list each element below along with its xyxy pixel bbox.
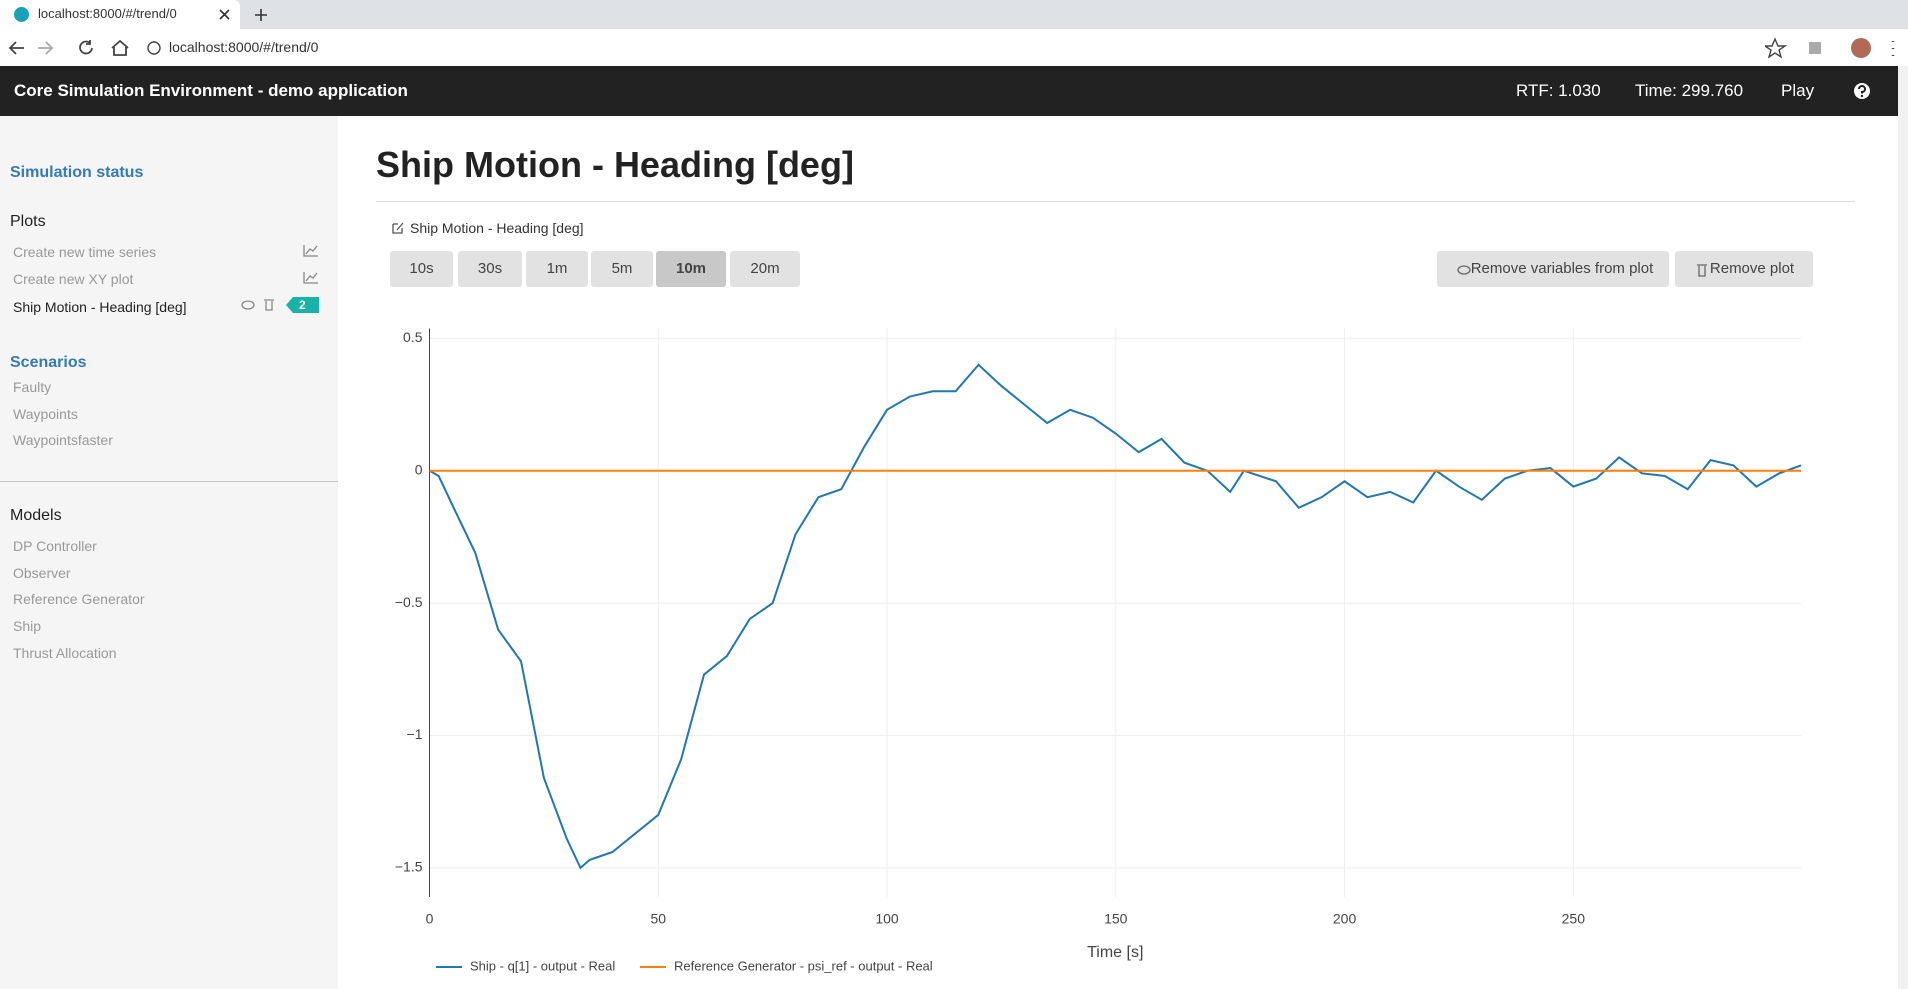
legend-label: Ship - q[1] - output - Real xyxy=(470,958,615,973)
tab[interactable] xyxy=(0,0,240,29)
time-range-button[interactable]: 20m xyxy=(730,251,800,287)
trash-icon xyxy=(1697,264,1707,277)
time-range-button[interactable]: 10m xyxy=(656,251,726,287)
x-tick-label: 250 xyxy=(1562,911,1586,927)
panel-title: Ship Motion - Heading [deg] xyxy=(410,220,584,236)
play-button[interactable]: Play xyxy=(1781,81,1815,100)
sim-time: Time: 299.760 xyxy=(1635,81,1744,100)
divider xyxy=(0,481,338,482)
help-icon[interactable] xyxy=(1853,82,1871,100)
sidebar xyxy=(0,116,338,989)
title-rule xyxy=(376,201,1855,202)
nav-item[interactable]: Create new time series xyxy=(13,244,157,260)
forward[interactable] xyxy=(38,41,54,55)
button-label: Remove plot xyxy=(1709,260,1795,277)
nav-item[interactable]: DP Controller xyxy=(13,538,97,554)
chart-icon[interactable] xyxy=(303,272,318,284)
edit-icon[interactable] xyxy=(391,221,405,235)
page-title: Ship Motion - Heading [deg] xyxy=(376,144,854,185)
y-tick-label: −1.5 xyxy=(395,859,423,875)
y-tick-label: −1 xyxy=(407,726,423,742)
x-tick-label: 0 xyxy=(426,911,434,927)
browser-actions xyxy=(1765,37,1895,59)
section-heading: Models xyxy=(10,507,62,524)
delete-icon[interactable] xyxy=(264,299,274,311)
tab-favicon xyxy=(14,7,29,22)
section-heading[interactable]: Scenarios xyxy=(10,354,87,371)
nav-item[interactable]: Faulty xyxy=(13,379,52,395)
address-row xyxy=(0,29,1908,67)
x-tick-label: 100 xyxy=(875,911,899,927)
profile[interactable] xyxy=(1851,38,1871,58)
nav-item[interactable]: Ship Motion - Heading [deg] xyxy=(13,299,187,315)
app-title: Core Simulation Environment - demo appli… xyxy=(14,81,408,100)
time-range-button[interactable]: 5m xyxy=(591,251,653,287)
x-axis-label: Time [s] xyxy=(1087,944,1143,961)
bookmark[interactable] xyxy=(1765,37,1788,59)
time-range-button[interactable]: 30s xyxy=(458,251,522,287)
nav-item[interactable]: Create new XY plot xyxy=(13,271,134,287)
plot-badge: 2 xyxy=(299,298,306,312)
button-label: Remove variables from plot xyxy=(1470,260,1654,277)
app-header xyxy=(0,66,1898,116)
x-tick-label: 200 xyxy=(1333,911,1357,927)
new-tab[interactable] xyxy=(255,9,267,21)
plot-icons xyxy=(241,245,319,313)
section-heading: Plots xyxy=(10,213,46,230)
nav-item[interactable]: Waypointsfaster xyxy=(13,432,113,448)
tab-icons xyxy=(219,9,267,21)
extension[interactable] xyxy=(1809,42,1821,54)
close-tab[interactable] xyxy=(219,9,230,20)
y-tick-label: 0.5 xyxy=(403,329,423,345)
remove-variables-button[interactable]: Remove variables from plot xyxy=(1437,251,1669,287)
nav-item[interactable]: Waypoints xyxy=(13,406,78,422)
series-line xyxy=(428,363,1802,870)
y-tick-label: 0 xyxy=(415,461,423,477)
y-tick-label: −0.5 xyxy=(395,594,423,610)
time-range-button[interactable]: 10s xyxy=(390,251,453,287)
nav-item[interactable]: Observer xyxy=(13,565,71,581)
rtf: RTF: 1.030 xyxy=(1516,81,1601,100)
home[interactable] xyxy=(111,39,129,56)
tab-title: localhost:8000/#/trend/0 xyxy=(38,6,177,21)
nav-item[interactable]: Thrust Allocation xyxy=(13,645,117,661)
info[interactable] xyxy=(147,41,161,55)
scrollbar xyxy=(1898,66,1908,989)
url[interactable]: localhost:8000/#/trend/0 xyxy=(169,39,319,55)
nav-item[interactable]: Reference Generator xyxy=(13,591,145,607)
legend-label: Reference Generator - psi_ref - output -… xyxy=(674,958,933,973)
reload[interactable] xyxy=(79,40,93,55)
nav-link[interactable]: Simulation status xyxy=(10,164,144,181)
time-range-button[interactable]: 1m xyxy=(526,251,588,287)
x-tick-label: 150 xyxy=(1104,911,1128,927)
back[interactable] xyxy=(8,41,24,55)
chart: −1.5 −1 −0.5 0 0.5 0 50 100 150 200 250 Time [s] Shi… xyxy=(395,328,1802,973)
nav-icons xyxy=(8,39,161,56)
x-tick-label: 50 xyxy=(650,911,666,927)
chart-icon[interactable] xyxy=(303,245,318,257)
hide-icon[interactable] xyxy=(241,300,255,310)
button-icons xyxy=(1457,265,1697,276)
badge-shape xyxy=(286,297,319,313)
remove-plot-button[interactable]: Remove plot xyxy=(1675,251,1813,287)
nav-item[interactable]: Ship xyxy=(13,618,42,634)
tab-bar xyxy=(0,0,1908,29)
